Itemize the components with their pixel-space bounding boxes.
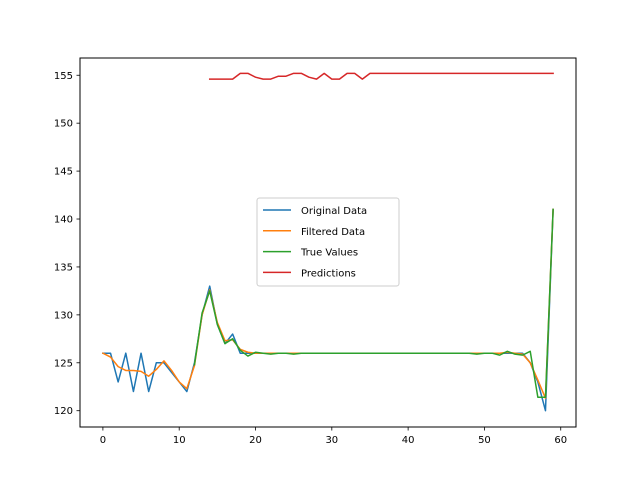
y-tick-label: 130 xyxy=(54,310,73,321)
y-axis: 120 125 130 135 140 145 150 155 xyxy=(54,71,80,417)
legend-label: True Values xyxy=(300,248,358,259)
y-tick-label: 145 xyxy=(54,167,73,178)
x-tick-label: 10 xyxy=(173,435,186,446)
y-tick-label: 120 xyxy=(54,406,73,417)
y-tick-label: 140 xyxy=(54,215,73,226)
legend-box xyxy=(256,197,400,287)
legend-label: Predictions xyxy=(301,268,356,279)
legend: Original Data Filtered Data True Values Pre… xyxy=(256,197,400,287)
x-axis: 0 10 20 30 40 50 60 xyxy=(100,427,567,446)
axes-frame xyxy=(79,57,577,428)
y-tick-label: 125 xyxy=(54,358,73,369)
x-tick-label: 0 xyxy=(100,435,106,446)
legend-label: Original Data xyxy=(301,206,367,217)
y-tick-label: 155 xyxy=(54,71,73,82)
x-tick-label: 20 xyxy=(249,435,262,446)
x-tick-label: 60 xyxy=(554,435,567,446)
series-line-predictions xyxy=(208,72,554,80)
x-tick-label: 50 xyxy=(478,435,491,446)
y-tick-label: 150 xyxy=(54,119,73,130)
legend-label: Filtered Data xyxy=(301,227,365,238)
x-tick-label: 30 xyxy=(325,435,338,446)
y-tick-label: 135 xyxy=(54,262,73,273)
series-line-true-values xyxy=(193,208,554,399)
plot-area xyxy=(101,72,554,412)
x-tick-label: 40 xyxy=(402,435,415,446)
